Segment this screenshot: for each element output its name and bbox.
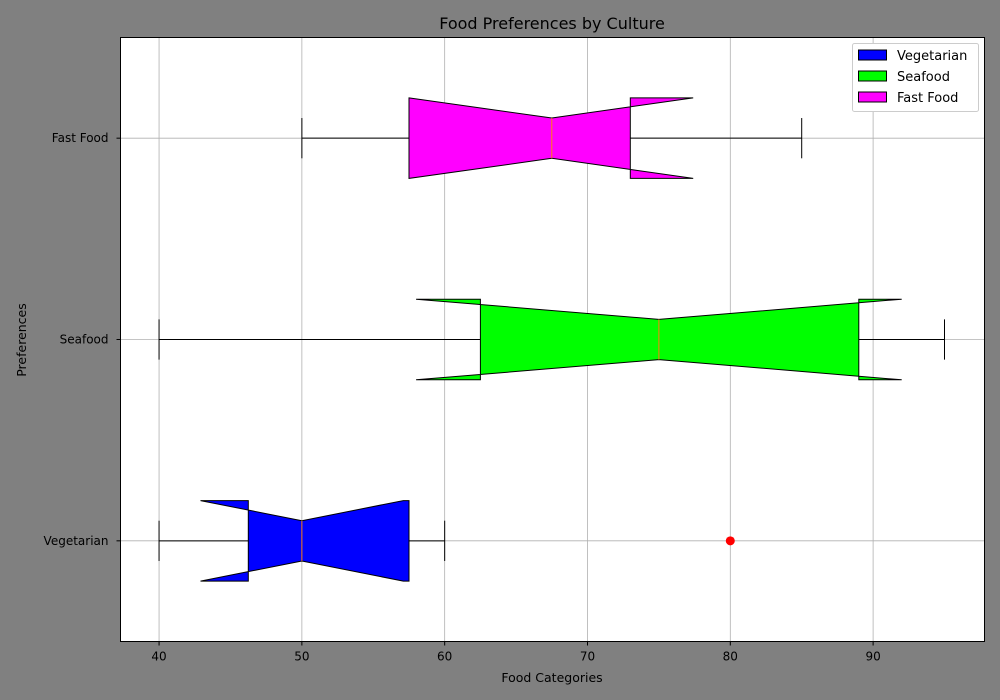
legend-swatch <box>858 70 887 82</box>
box-seafood <box>158 298 946 381</box>
y-axis-ticks: Vegetarian Seafood Fast Food <box>44 131 121 548</box>
x-tick-label: 90 <box>865 650 880 664</box>
box-body <box>408 97 694 179</box>
x-tick-label: 50 <box>294 650 309 664</box>
y-axis-label: Preferences <box>14 303 29 377</box>
x-tick-label: 60 <box>437 650 452 664</box>
legend-swatch <box>858 49 887 61</box>
y-tick-label: Seafood <box>60 333 109 347</box>
box-fast-food <box>301 97 803 179</box>
boxes <box>158 97 946 582</box>
x-tick-label: 70 <box>580 650 595 664</box>
x-tick-label: 40 <box>151 650 166 664</box>
legend-label: Fast Food <box>897 91 958 106</box>
legend: Vegetarian Seafood Fast Food <box>852 43 979 112</box>
legend-label: Seafood <box>897 70 950 85</box>
box-vegetarian <box>158 500 735 582</box>
x-tick-label: 80 <box>723 650 738 664</box>
box-body <box>200 500 410 582</box>
x-axis-label: Food Categories <box>501 670 602 685</box>
x-axis-ticks: 40 50 60 70 80 90 <box>151 641 881 664</box>
y-tick-label: Fast Food <box>52 131 109 145</box>
legend-swatch <box>858 91 887 103</box>
chart-title: Food Preferences by Culture <box>439 14 665 33</box>
outlier-point <box>725 536 735 546</box>
legend-label: Vegetarian <box>897 49 967 64</box>
y-tick-label: Vegetarian <box>44 534 109 548</box>
